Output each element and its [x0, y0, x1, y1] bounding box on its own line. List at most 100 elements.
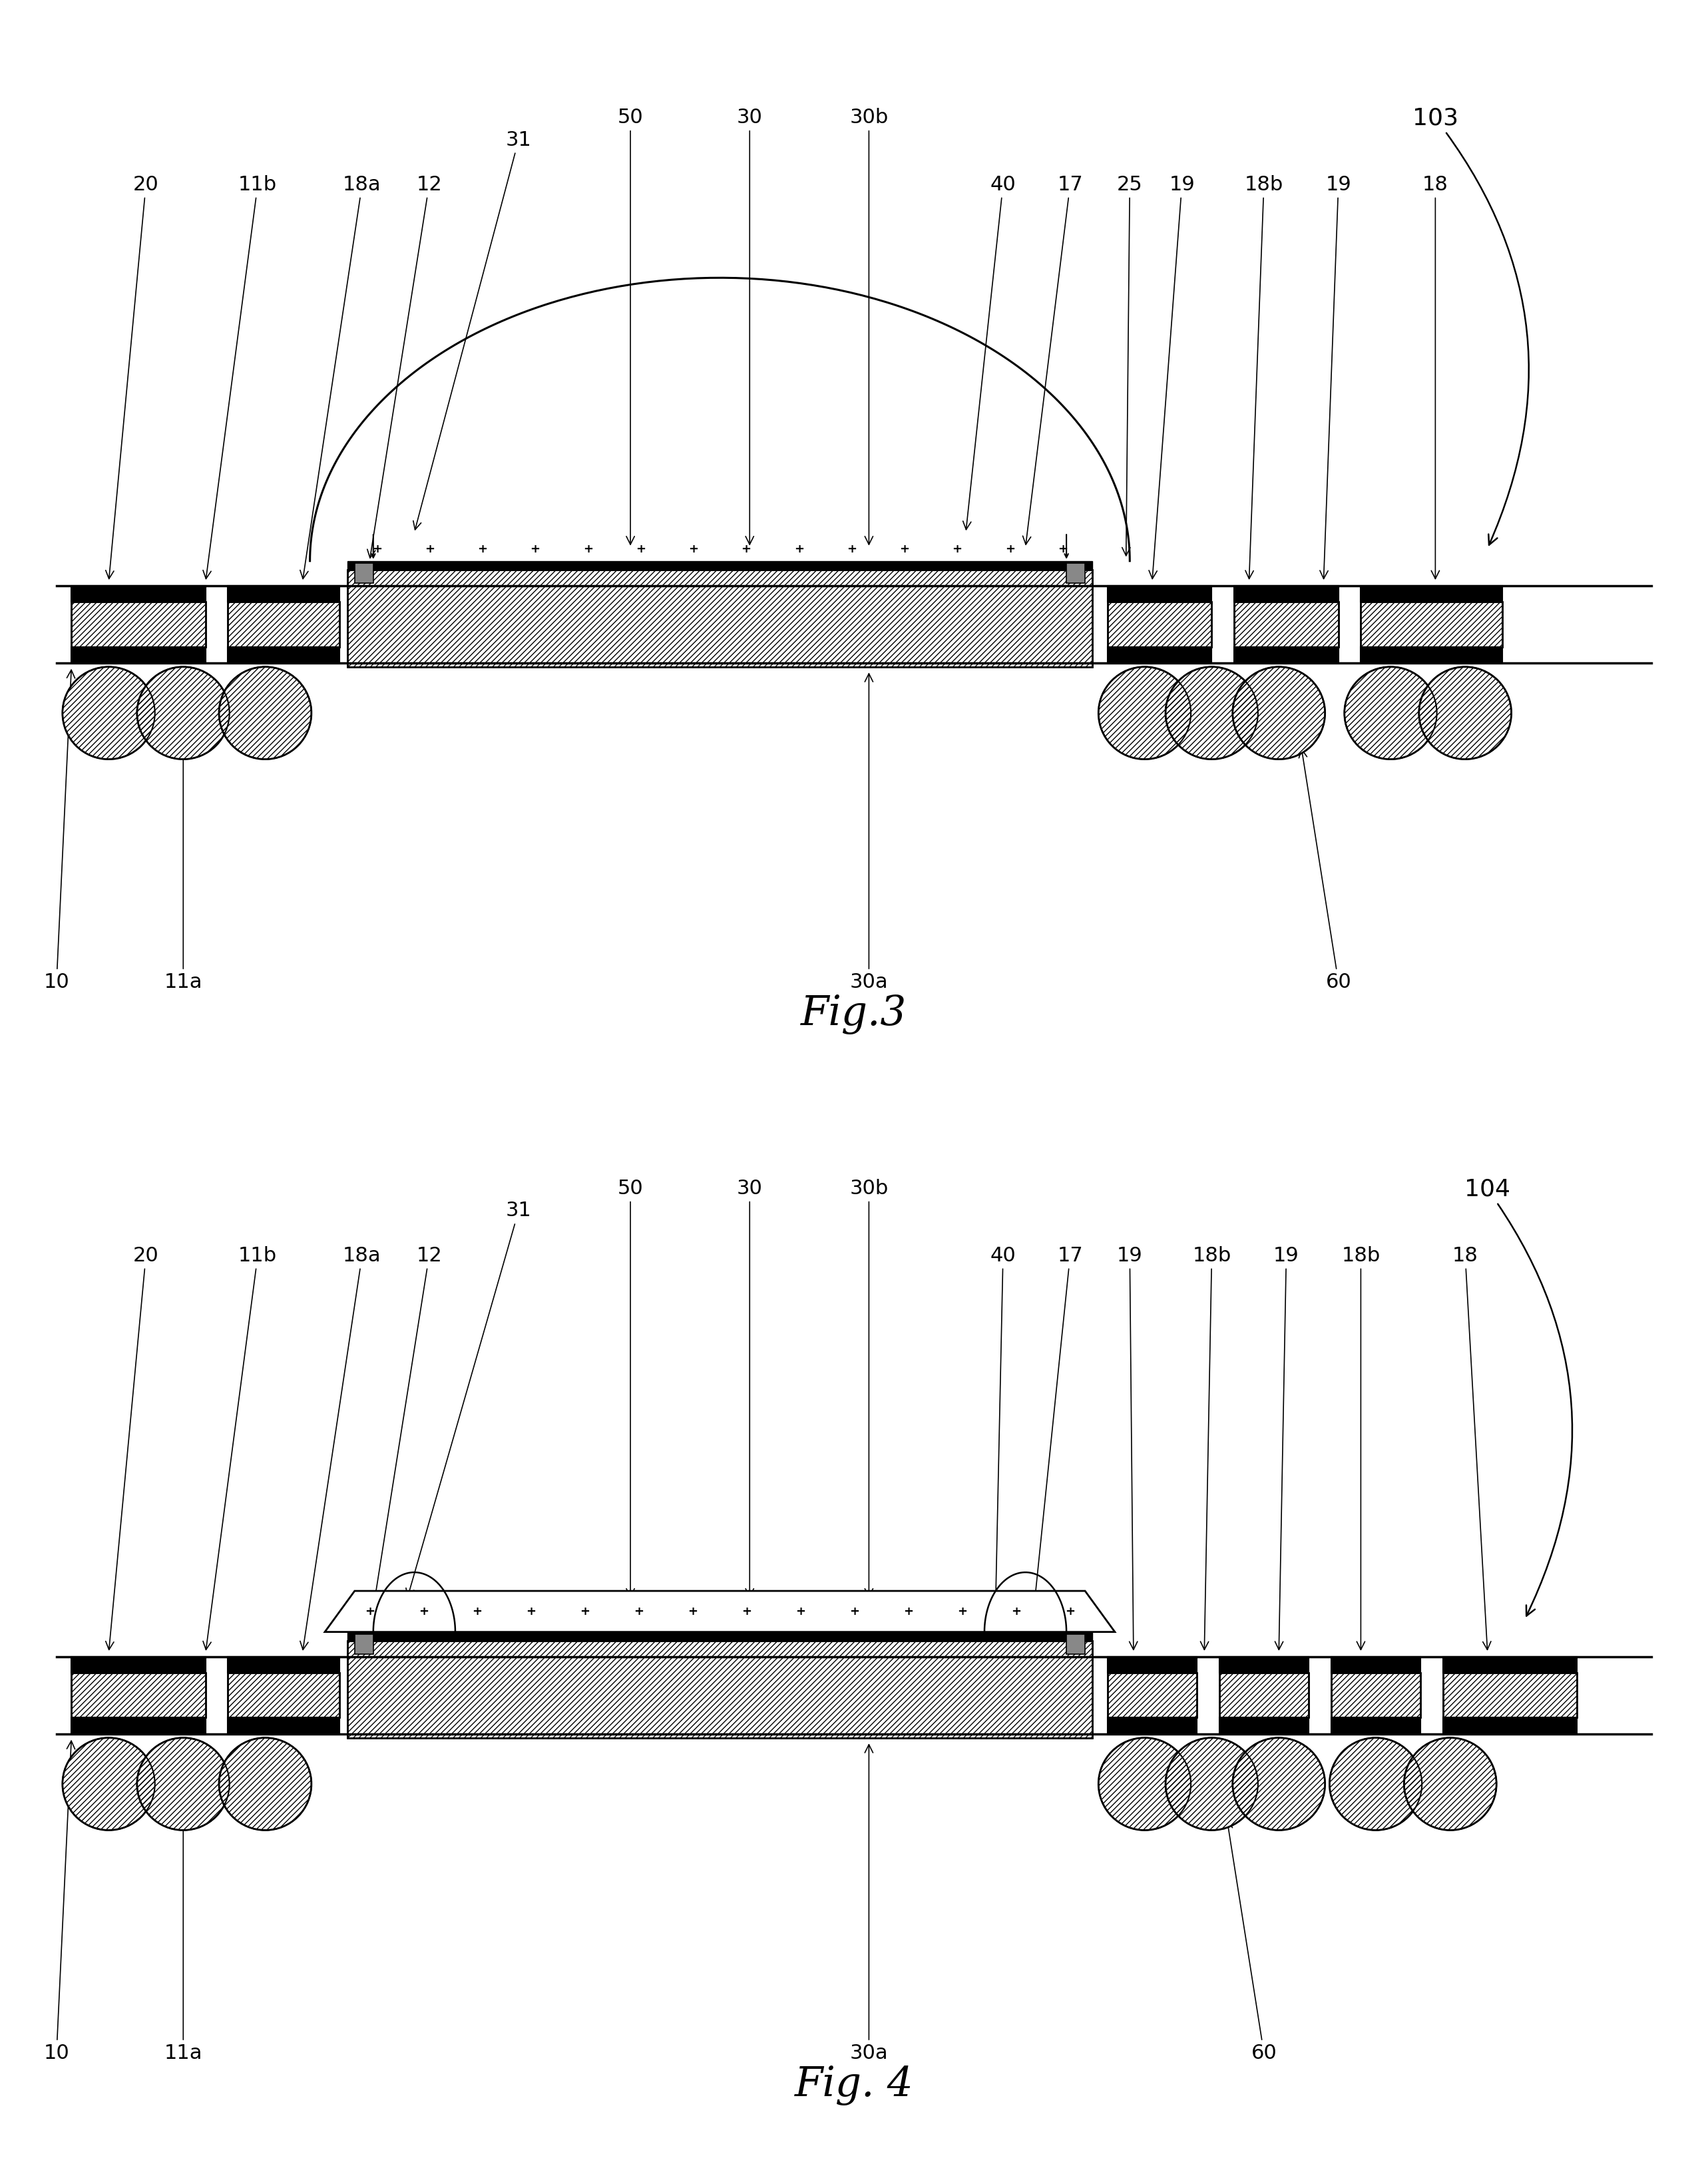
Bar — [227, 601, 340, 647]
Bar — [347, 1640, 1093, 1738]
Polygon shape — [325, 1590, 1115, 1631]
Circle shape — [219, 1738, 311, 1830]
Circle shape — [137, 1738, 229, 1830]
Text: +: + — [847, 542, 857, 555]
Text: +: + — [1066, 1605, 1074, 1618]
Text: 18: 18 — [1452, 1246, 1491, 1649]
Circle shape — [1165, 1738, 1259, 1830]
Bar — [355, 1634, 374, 1655]
Bar — [72, 1673, 205, 1718]
Text: 10: 10 — [44, 671, 75, 991]
Text: 11b: 11b — [203, 1246, 277, 1649]
Text: 20: 20 — [106, 1246, 159, 1649]
Text: 30: 30 — [736, 1178, 762, 1596]
Text: 18a: 18a — [301, 1246, 381, 1649]
Text: +: + — [741, 1605, 752, 1618]
Text: 17: 17 — [1030, 1246, 1083, 1616]
Bar — [347, 571, 1093, 666]
Circle shape — [1233, 666, 1325, 760]
Bar — [347, 571, 1093, 666]
Bar — [72, 586, 205, 601]
Circle shape — [1233, 1738, 1325, 1830]
Text: 19: 19 — [1149, 174, 1196, 579]
Text: 19: 19 — [1320, 174, 1351, 579]
Bar — [72, 1718, 205, 1734]
Text: +: + — [418, 1605, 429, 1618]
Circle shape — [1098, 666, 1190, 760]
Text: +: + — [951, 542, 962, 555]
Text: 50: 50 — [618, 1178, 644, 1596]
Text: 31: 31 — [407, 1200, 531, 1596]
Text: +: + — [529, 542, 540, 555]
Bar — [1443, 1657, 1576, 1673]
Bar — [1443, 1673, 1576, 1718]
Bar — [1066, 1634, 1085, 1655]
Text: +: + — [582, 542, 593, 555]
Text: 12: 12 — [367, 174, 442, 558]
Bar — [1220, 1673, 1308, 1718]
Text: 18: 18 — [1423, 174, 1448, 579]
Text: 40: 40 — [963, 174, 1016, 529]
Bar — [1331, 1673, 1421, 1718]
Text: Fig. 4: Fig. 4 — [794, 2065, 914, 2106]
Bar — [72, 647, 205, 662]
Bar — [72, 1657, 205, 1673]
Bar — [227, 1673, 340, 1718]
Text: 30: 30 — [736, 109, 762, 545]
Text: 18b: 18b — [1192, 1246, 1231, 1649]
Bar — [72, 601, 205, 647]
Bar — [1331, 1673, 1421, 1718]
Text: +: + — [849, 1605, 859, 1618]
Bar — [1107, 647, 1211, 662]
Text: 40: 40 — [991, 1246, 1016, 1601]
Circle shape — [1404, 1738, 1496, 1830]
Text: +: + — [900, 542, 909, 555]
Bar — [1361, 586, 1503, 601]
Circle shape — [219, 666, 311, 760]
Text: +: + — [688, 1605, 699, 1618]
Text: 104: 104 — [1464, 1178, 1573, 1616]
Bar — [227, 1673, 340, 1718]
Bar — [227, 1718, 340, 1734]
Text: +: + — [473, 1605, 482, 1618]
Text: +: + — [958, 1605, 967, 1618]
Circle shape — [63, 1738, 155, 1830]
Bar — [1235, 647, 1339, 662]
Bar — [72, 601, 205, 647]
Text: +: + — [478, 542, 487, 555]
Text: +: + — [1004, 542, 1015, 555]
Text: +: + — [796, 1605, 806, 1618]
Bar — [1107, 1673, 1197, 1718]
Text: 30b: 30b — [849, 109, 888, 545]
Bar — [1220, 1673, 1308, 1718]
Text: 103: 103 — [1413, 107, 1529, 544]
Bar — [1107, 586, 1211, 601]
Text: +: + — [741, 542, 752, 555]
Text: 11b: 11b — [203, 174, 277, 579]
Text: 31: 31 — [413, 131, 531, 529]
Circle shape — [1098, 1738, 1190, 1830]
Bar — [1066, 564, 1085, 584]
Text: 25: 25 — [1117, 174, 1143, 555]
Bar — [1220, 1718, 1308, 1734]
Circle shape — [1329, 1738, 1423, 1830]
Bar — [1443, 1673, 1576, 1718]
Bar — [227, 1657, 340, 1673]
Bar — [1235, 601, 1339, 647]
Bar — [72, 1673, 205, 1718]
Circle shape — [63, 666, 155, 760]
Text: 18b: 18b — [1341, 1246, 1380, 1649]
Bar — [1107, 1718, 1197, 1734]
Text: 19: 19 — [1274, 1246, 1300, 1649]
Bar — [1235, 586, 1339, 601]
Bar — [1361, 601, 1503, 647]
Text: +: + — [688, 542, 699, 555]
Text: 50: 50 — [618, 109, 644, 545]
Text: 20: 20 — [106, 174, 159, 579]
Text: +: + — [372, 542, 383, 555]
Text: 30b: 30b — [849, 1178, 888, 1596]
Bar — [355, 564, 374, 584]
Bar — [1361, 601, 1503, 647]
Text: 10: 10 — [44, 1740, 75, 2063]
Bar — [1235, 601, 1339, 647]
